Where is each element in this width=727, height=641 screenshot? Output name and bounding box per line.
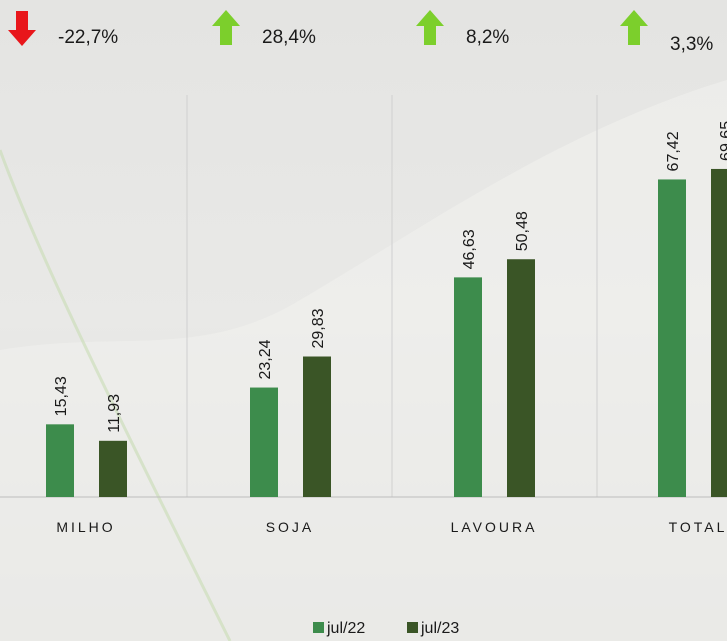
value-label: 11,93 <box>106 394 123 433</box>
change-label: 28,4% <box>262 27 316 48</box>
bar <box>454 277 482 497</box>
bar <box>507 259 535 497</box>
value-label: 50,48 <box>514 211 531 251</box>
x-tick-label: TOTAL <box>669 519 727 535</box>
x-tick-label: LAVOURA <box>451 519 538 535</box>
x-tick-label: MILHO <box>56 519 115 535</box>
value-label: 69,65 <box>718 121 727 161</box>
x-tick-label: SOJA <box>266 519 315 535</box>
bar <box>46 424 74 497</box>
bar <box>658 179 686 497</box>
value-label: 15,43 <box>53 376 70 416</box>
legend-label: jul/22 <box>326 620 365 637</box>
legend-swatch <box>313 622 324 633</box>
legend-label: jul/23 <box>420 620 459 637</box>
value-label: 46,63 <box>461 229 478 269</box>
bar <box>250 388 278 497</box>
bar <box>303 357 331 497</box>
change-label: -22,7% <box>58 27 118 48</box>
bar <box>99 441 127 497</box>
value-label: 29,83 <box>310 308 327 348</box>
change-label: 8,2% <box>466 27 509 48</box>
bar <box>711 169 727 497</box>
value-label: 67,42 <box>665 131 682 171</box>
legend-swatch <box>407 622 418 633</box>
value-label: 23,24 <box>257 339 274 379</box>
change-label: 3,3% <box>670 34 713 55</box>
chart: MILHO 15,43 11,93 -22,7% SOJA 23,24 29,83 28,4%… <box>0 0 727 641</box>
